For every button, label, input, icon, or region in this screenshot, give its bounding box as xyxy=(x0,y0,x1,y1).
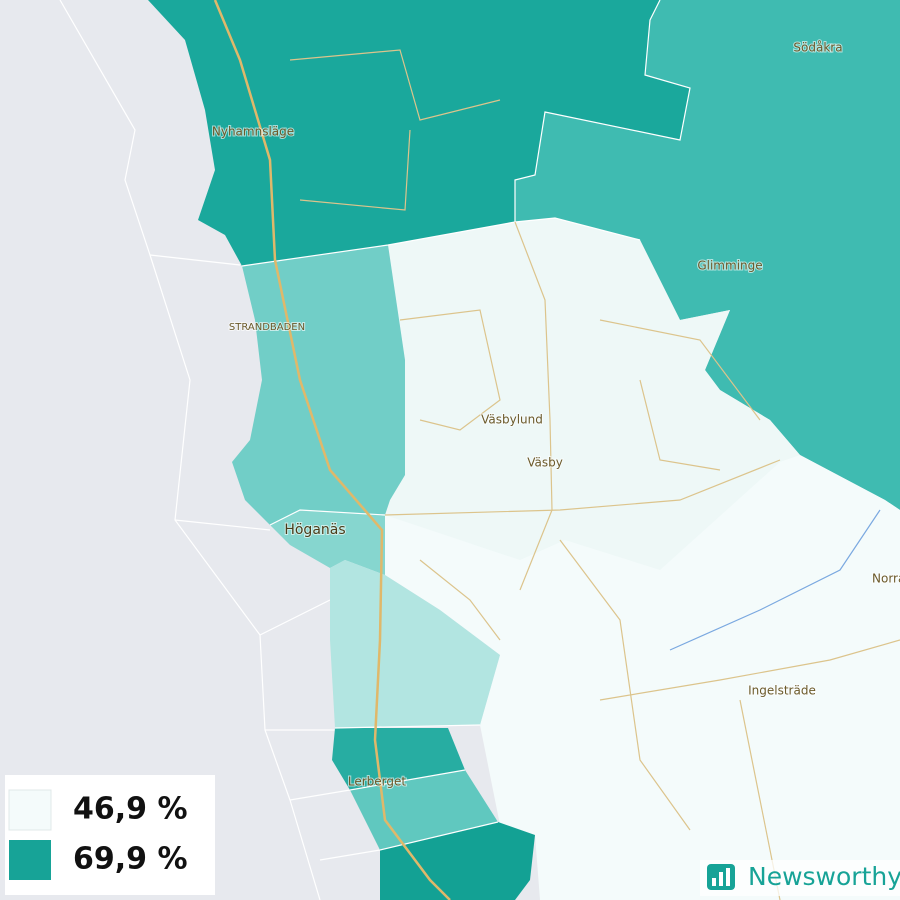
brand: Newsworthy xyxy=(700,860,900,896)
region xyxy=(332,728,465,790)
region xyxy=(515,0,900,510)
place-label: STRANDBADEN xyxy=(229,322,305,333)
region xyxy=(385,455,900,900)
place-label: Nyhamnsläge xyxy=(212,125,294,139)
brand-name: Newsworthy xyxy=(748,862,900,891)
region xyxy=(148,0,690,266)
legend-swatch xyxy=(9,840,51,880)
regions xyxy=(148,0,900,900)
place-label: Höganäs xyxy=(284,522,345,538)
place-label: Södåkra xyxy=(793,41,842,55)
region xyxy=(330,560,500,728)
place-label: Lerberget xyxy=(348,775,407,789)
place-label: Norra xyxy=(872,572,900,586)
region xyxy=(385,218,800,570)
brand-icon-bar xyxy=(726,868,730,886)
sea-borders xyxy=(59,0,381,900)
place-label: Ingelsträde xyxy=(748,684,816,698)
place-label: Väsbylund xyxy=(481,413,543,427)
legend-label: 69,9 % xyxy=(73,842,188,877)
region xyxy=(270,510,385,575)
region xyxy=(232,245,405,525)
place-label: Väsby xyxy=(527,456,563,470)
place-labels: Nyhamnsläge Södåkra Glimminge STRANDBADE… xyxy=(211,40,900,790)
legend: 46,9 % 69,9 % xyxy=(5,775,215,895)
brand-icon-bar xyxy=(719,872,723,886)
region xyxy=(380,822,535,900)
region xyxy=(350,770,498,850)
place-label: Glimminge xyxy=(697,259,762,273)
brand-icon-bar xyxy=(712,878,716,886)
legend-swatch xyxy=(8,789,52,831)
legend-label: 46,9 % xyxy=(73,792,188,827)
